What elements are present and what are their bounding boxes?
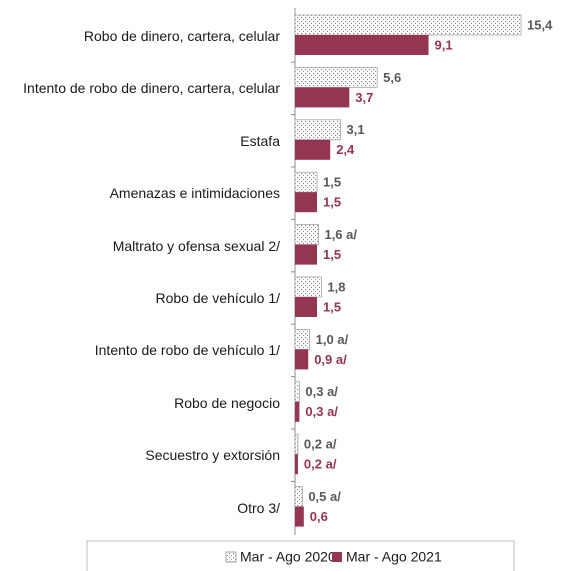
bar bbox=[295, 454, 298, 475]
category-label: Secuestro y extorsión bbox=[145, 447, 280, 464]
value-label: 3,7 bbox=[355, 90, 373, 105]
bar bbox=[295, 506, 304, 527]
value-label: 0,2 a/ bbox=[304, 437, 337, 452]
value-label: 9,1 bbox=[435, 37, 453, 52]
bar bbox=[294, 381, 300, 403]
bar bbox=[294, 119, 341, 141]
legend-box bbox=[86, 540, 515, 571]
category-label: Estafa bbox=[240, 132, 280, 149]
value-label: 15,4 bbox=[527, 17, 553, 32]
category-label: Robo de dinero, cartera, celular bbox=[83, 28, 280, 44]
legend-swatch bbox=[225, 551, 237, 563]
value-label: 1,5 bbox=[323, 247, 341, 262]
bar bbox=[294, 276, 322, 298]
value-label: 0,3 a/ bbox=[305, 384, 338, 399]
category-label: Robo de negocio bbox=[174, 394, 280, 411]
value-label: 1,6 a/ bbox=[324, 227, 357, 242]
value-label: 0,6 bbox=[310, 509, 328, 524]
value-label: 1,5 bbox=[323, 175, 341, 190]
category-label: Maltrato y ofensa sexual 2/ bbox=[112, 237, 280, 254]
bar bbox=[294, 486, 303, 508]
bar bbox=[295, 192, 318, 213]
value-label: 3,1 bbox=[346, 122, 364, 137]
bar bbox=[295, 244, 318, 265]
bar bbox=[295, 139, 331, 160]
bar bbox=[294, 224, 319, 246]
bar bbox=[294, 171, 318, 193]
category-label: Otro 3/ bbox=[237, 499, 280, 516]
value-label: 2,4 bbox=[336, 142, 355, 157]
value-label: 1,5 bbox=[323, 195, 341, 210]
bar bbox=[294, 328, 311, 350]
value-label: 1,0 a/ bbox=[316, 332, 349, 347]
category-label: Robo de vehículo 1/ bbox=[155, 290, 280, 306]
bar bbox=[294, 14, 522, 36]
bar bbox=[294, 433, 299, 455]
bar bbox=[295, 35, 429, 55]
category-label: Intento de robo de vehículo 1/ bbox=[94, 342, 280, 359]
value-label: 0,2 a/ bbox=[304, 457, 337, 472]
value-label: 0,5 a/ bbox=[308, 489, 341, 504]
bar bbox=[295, 401, 300, 422]
bar bbox=[295, 297, 318, 317]
legend-label: Mar - Ago 2021 bbox=[346, 549, 442, 565]
legend-label: Mar - Ago 2020 bbox=[240, 549, 336, 565]
category-label: Intento de robo de dinero, cartera, celu… bbox=[23, 80, 280, 97]
value-label: 5,6 bbox=[383, 70, 401, 85]
bar bbox=[295, 349, 309, 370]
value-label: 0,9 a/ bbox=[314, 352, 347, 367]
bar bbox=[295, 87, 350, 108]
bar bbox=[294, 67, 378, 88]
value-label: 1,5 bbox=[323, 299, 341, 314]
value-label: 1,8 bbox=[327, 279, 345, 294]
legend-swatch bbox=[332, 552, 342, 562]
category-label: Amenazas e intimidaciones bbox=[109, 185, 280, 202]
value-label: 0,3 a/ bbox=[305, 404, 338, 419]
